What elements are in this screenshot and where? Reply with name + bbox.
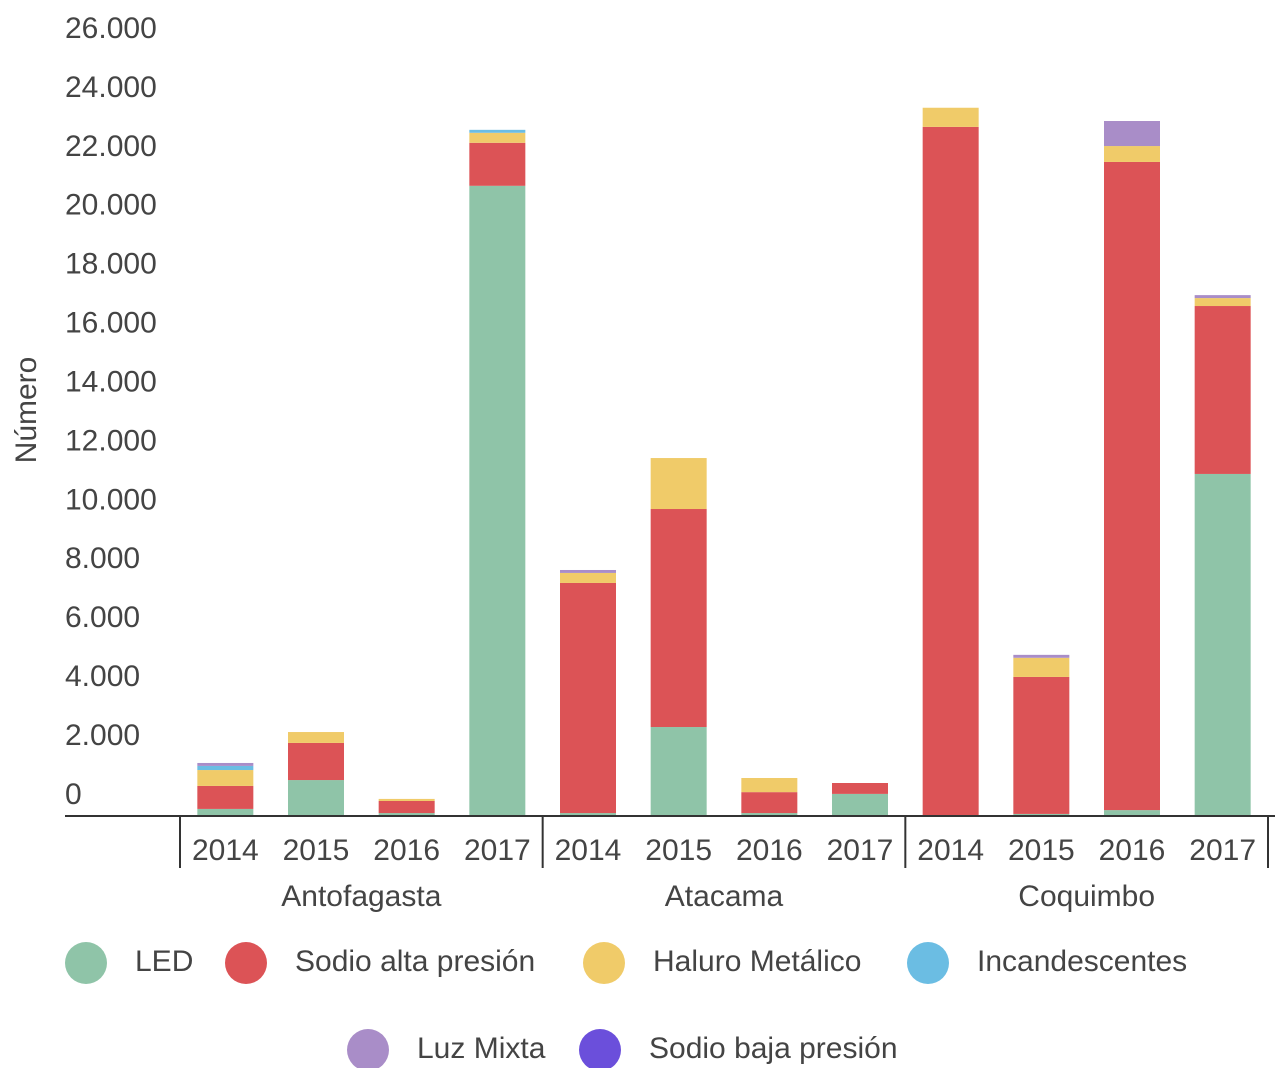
y-tick-label: 10.000 xyxy=(65,483,157,516)
y-tick-label: 0 xyxy=(65,778,82,811)
x-tick-label: 2017 xyxy=(827,834,894,867)
bar-segment xyxy=(197,808,254,816)
legend-label: Sodio baja presión xyxy=(649,1032,898,1065)
bar-segment xyxy=(741,777,798,793)
bar-segment xyxy=(1104,146,1160,162)
group-label: Atacama xyxy=(665,880,784,913)
y-tick-label: 24.000 xyxy=(65,71,157,104)
legend-swatch xyxy=(579,1029,621,1068)
bar-segment xyxy=(1013,813,1070,816)
y-tick-label: 18.000 xyxy=(65,248,157,281)
x-tick-label: 2014 xyxy=(192,834,259,867)
y-tick-label: 6.000 xyxy=(65,601,140,634)
legend-swatch xyxy=(907,942,949,984)
bar-segment xyxy=(378,800,435,814)
legend-label: Sodio alta presión xyxy=(295,945,535,978)
bar-segment xyxy=(560,569,616,573)
x-tick-label: 2016 xyxy=(373,834,440,867)
bar-segment xyxy=(378,798,435,801)
bar-segment xyxy=(1104,810,1160,816)
legend-swatch xyxy=(583,942,625,984)
bar-segment xyxy=(1194,473,1251,816)
bar-segment xyxy=(922,126,979,817)
bar-segment xyxy=(469,129,526,133)
bar-segment xyxy=(1013,657,1070,677)
x-tick-label: 2014 xyxy=(555,834,622,867)
y-tick-label: 16.000 xyxy=(65,307,157,340)
bar-segment xyxy=(469,142,526,186)
x-tick-label: 2017 xyxy=(464,834,531,867)
bar-segment xyxy=(922,107,979,127)
x-tick-label: 2016 xyxy=(736,834,803,867)
bar-segment xyxy=(650,458,707,510)
x-tick-label: 2014 xyxy=(917,834,984,867)
bar-segment xyxy=(832,793,888,816)
bar-segment xyxy=(197,765,254,771)
x-tick-label: 2017 xyxy=(1189,834,1256,867)
y-tick-label: 8.000 xyxy=(65,542,140,575)
legend-label: LED xyxy=(135,945,193,978)
bar-segment xyxy=(741,813,798,816)
legend-label: Haluro Metálico xyxy=(653,945,861,978)
legend-swatch xyxy=(65,942,107,984)
bar-segment xyxy=(560,582,616,814)
bar-segment xyxy=(1194,298,1251,307)
y-tick-label: 22.000 xyxy=(65,130,157,163)
bar-segment xyxy=(1104,161,1160,811)
bar-segment xyxy=(832,783,888,794)
legend-label: Luz Mixta xyxy=(417,1032,546,1065)
y-tick-label: 14.000 xyxy=(65,365,157,398)
bar-segment xyxy=(378,813,435,816)
bar-segment xyxy=(560,572,616,583)
x-tick-label: 2015 xyxy=(1008,834,1075,867)
legend-swatch xyxy=(225,942,267,984)
bar-segment xyxy=(197,785,254,809)
bar-segment xyxy=(1194,295,1251,299)
bar-segment xyxy=(560,813,616,816)
bar-segment xyxy=(469,185,526,816)
bar-segment xyxy=(288,732,344,743)
bar-segment xyxy=(197,762,254,766)
bar-segment xyxy=(1013,676,1070,814)
x-tick-label: 2015 xyxy=(645,834,712,867)
legend-label: Incandescentes xyxy=(977,945,1187,978)
bar-segment xyxy=(197,770,254,786)
bar-segment xyxy=(288,780,344,816)
y-tick-label: 4.000 xyxy=(65,660,140,693)
y-tick-label: 12.000 xyxy=(65,424,157,457)
bar-segment xyxy=(741,792,798,814)
bar-segment xyxy=(650,509,707,728)
bar-segment xyxy=(1104,121,1160,147)
x-tick-label: 2016 xyxy=(1099,834,1166,867)
bar-segment xyxy=(1013,654,1070,658)
legend-swatch xyxy=(347,1029,389,1068)
x-tick-label: 2015 xyxy=(283,834,350,867)
bar-segment xyxy=(469,132,526,143)
y-tick-label: 20.000 xyxy=(65,189,157,222)
group-label: Antofagasta xyxy=(281,880,441,913)
y-tick-label: 26.000 xyxy=(65,12,157,45)
bar-segment xyxy=(650,727,707,816)
group-label: Coquimbo xyxy=(1018,880,1155,913)
bar-segment xyxy=(1194,306,1251,474)
y-tick-label: 2.000 xyxy=(65,719,140,752)
y-axis-title: Número xyxy=(10,357,43,464)
bar-segment xyxy=(288,742,344,781)
